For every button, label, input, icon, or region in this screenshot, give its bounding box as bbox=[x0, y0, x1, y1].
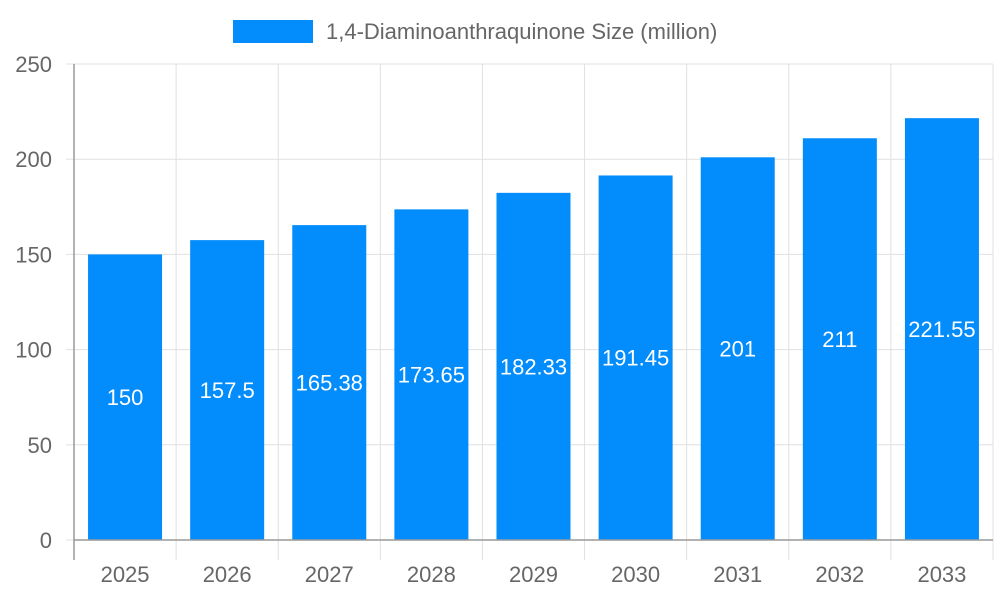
data-label: 182.33 bbox=[500, 354, 567, 379]
x-tick-label: 2027 bbox=[305, 562, 354, 587]
data-label: 221.55 bbox=[908, 317, 975, 342]
data-label: 157.5 bbox=[200, 378, 255, 403]
x-tick-label: 2025 bbox=[101, 562, 150, 587]
y-tick-label: 50 bbox=[28, 433, 52, 458]
data-label: 165.38 bbox=[296, 371, 363, 396]
data-label: 211 bbox=[822, 327, 857, 352]
bar bbox=[598, 175, 673, 541]
x-tick-label: 2028 bbox=[407, 562, 456, 587]
y-tick-label: 100 bbox=[15, 338, 52, 363]
bar bbox=[802, 138, 877, 541]
bar bbox=[496, 192, 571, 540]
y-tick-label: 250 bbox=[15, 52, 52, 77]
x-tick-label: 2026 bbox=[203, 562, 252, 587]
legend[interactable]: 1,4-Diaminoanthraquinone Size (million) bbox=[233, 19, 717, 44]
x-tick-label: 2031 bbox=[713, 562, 762, 587]
bar bbox=[292, 225, 367, 540]
bars: 150 157.5 165.38 173.65 182.33 191.45 201 211 22… bbox=[88, 118, 979, 541]
legend-swatch bbox=[233, 20, 313, 43]
data-label: 150 bbox=[107, 385, 144, 410]
x-tick-label: 2032 bbox=[815, 562, 864, 587]
data-label: 191.45 bbox=[602, 346, 669, 371]
x-tick-label: 2029 bbox=[509, 562, 558, 587]
legend-label: 1,4-Diaminoanthraquinone Size (million) bbox=[326, 19, 717, 44]
axes: 0 50 100 150 200 250 2025 2026 2027 2028 2029 2030 2… bbox=[15, 52, 993, 587]
data-label: 201 bbox=[719, 337, 756, 362]
x-tick-label: 2030 bbox=[611, 562, 660, 587]
bar bbox=[88, 254, 163, 540]
bar bbox=[394, 209, 469, 540]
x-tick-label: 2033 bbox=[917, 562, 966, 587]
y-tick-label: 200 bbox=[15, 147, 52, 172]
y-tick-label: 0 bbox=[40, 528, 52, 553]
data-label: 173.65 bbox=[398, 363, 465, 388]
y-tick-label: 150 bbox=[15, 242, 52, 267]
bar bbox=[700, 157, 775, 540]
bar bbox=[904, 118, 979, 541]
bar bbox=[190, 240, 265, 540]
